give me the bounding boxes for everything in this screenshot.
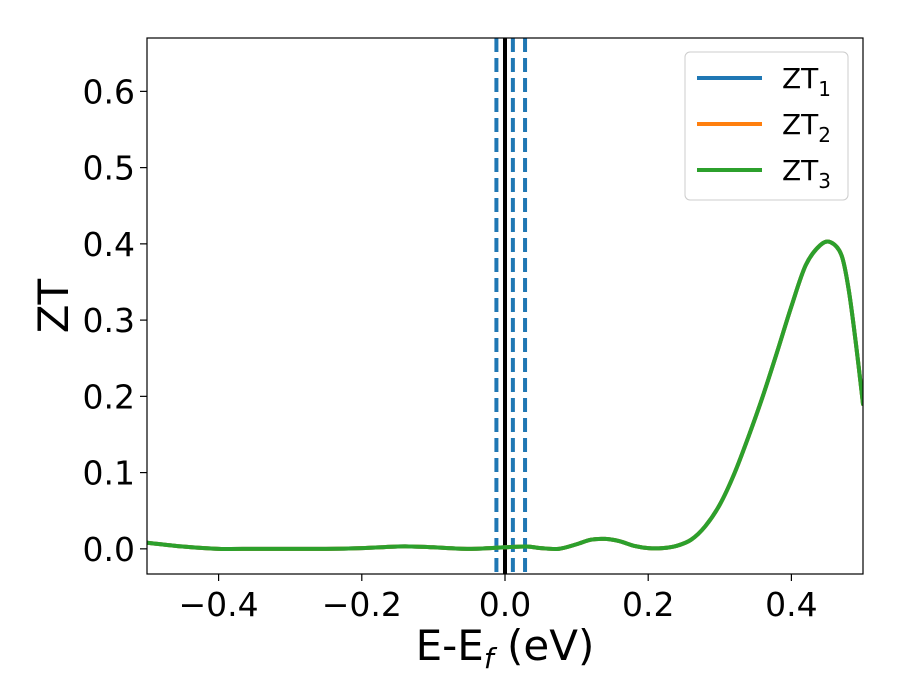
series-line-zt3 — [147, 239, 863, 552]
x-axis-ticks: −0.4 −0.2 0.0 0.2 0.4 — [179, 574, 818, 624]
x-tick-label: 0.0 — [479, 585, 531, 624]
y-tick-label: 0.6 — [83, 72, 135, 111]
y-tick-label: 0.4 — [83, 225, 135, 264]
x-tick-label: −0.2 — [322, 585, 402, 624]
y-axis-ticks: 0.0 0.1 0.2 0.3 0.4 0.5 0.6 — [83, 72, 147, 569]
fermi-level-markers — [494, 38, 528, 574]
legend-label-zt1: ZT1 — [782, 62, 831, 101]
y-tick-label: 0.5 — [83, 149, 135, 188]
legend: ZT1 ZT2 ZT3 — [684, 51, 849, 201]
x-tick-label: 0.2 — [622, 585, 674, 624]
y-tick-label: 0.0 — [83, 530, 135, 569]
x-axis-title: E-Ef (eV) — [416, 621, 595, 675]
y-tick-label: 0.1 — [83, 454, 135, 493]
x-tick-label: −0.4 — [179, 585, 259, 624]
y-tick-label: 0.3 — [83, 301, 135, 340]
y-tick-label: 0.2 — [83, 377, 135, 416]
legend-label-zt3: ZT3 — [782, 154, 831, 193]
x-tick-label: 0.4 — [765, 585, 817, 624]
legend-box — [684, 51, 849, 201]
legend-label-zt2: ZT2 — [782, 108, 831, 147]
series-lines — [147, 239, 863, 552]
y-axis-title: ZT — [29, 278, 78, 333]
